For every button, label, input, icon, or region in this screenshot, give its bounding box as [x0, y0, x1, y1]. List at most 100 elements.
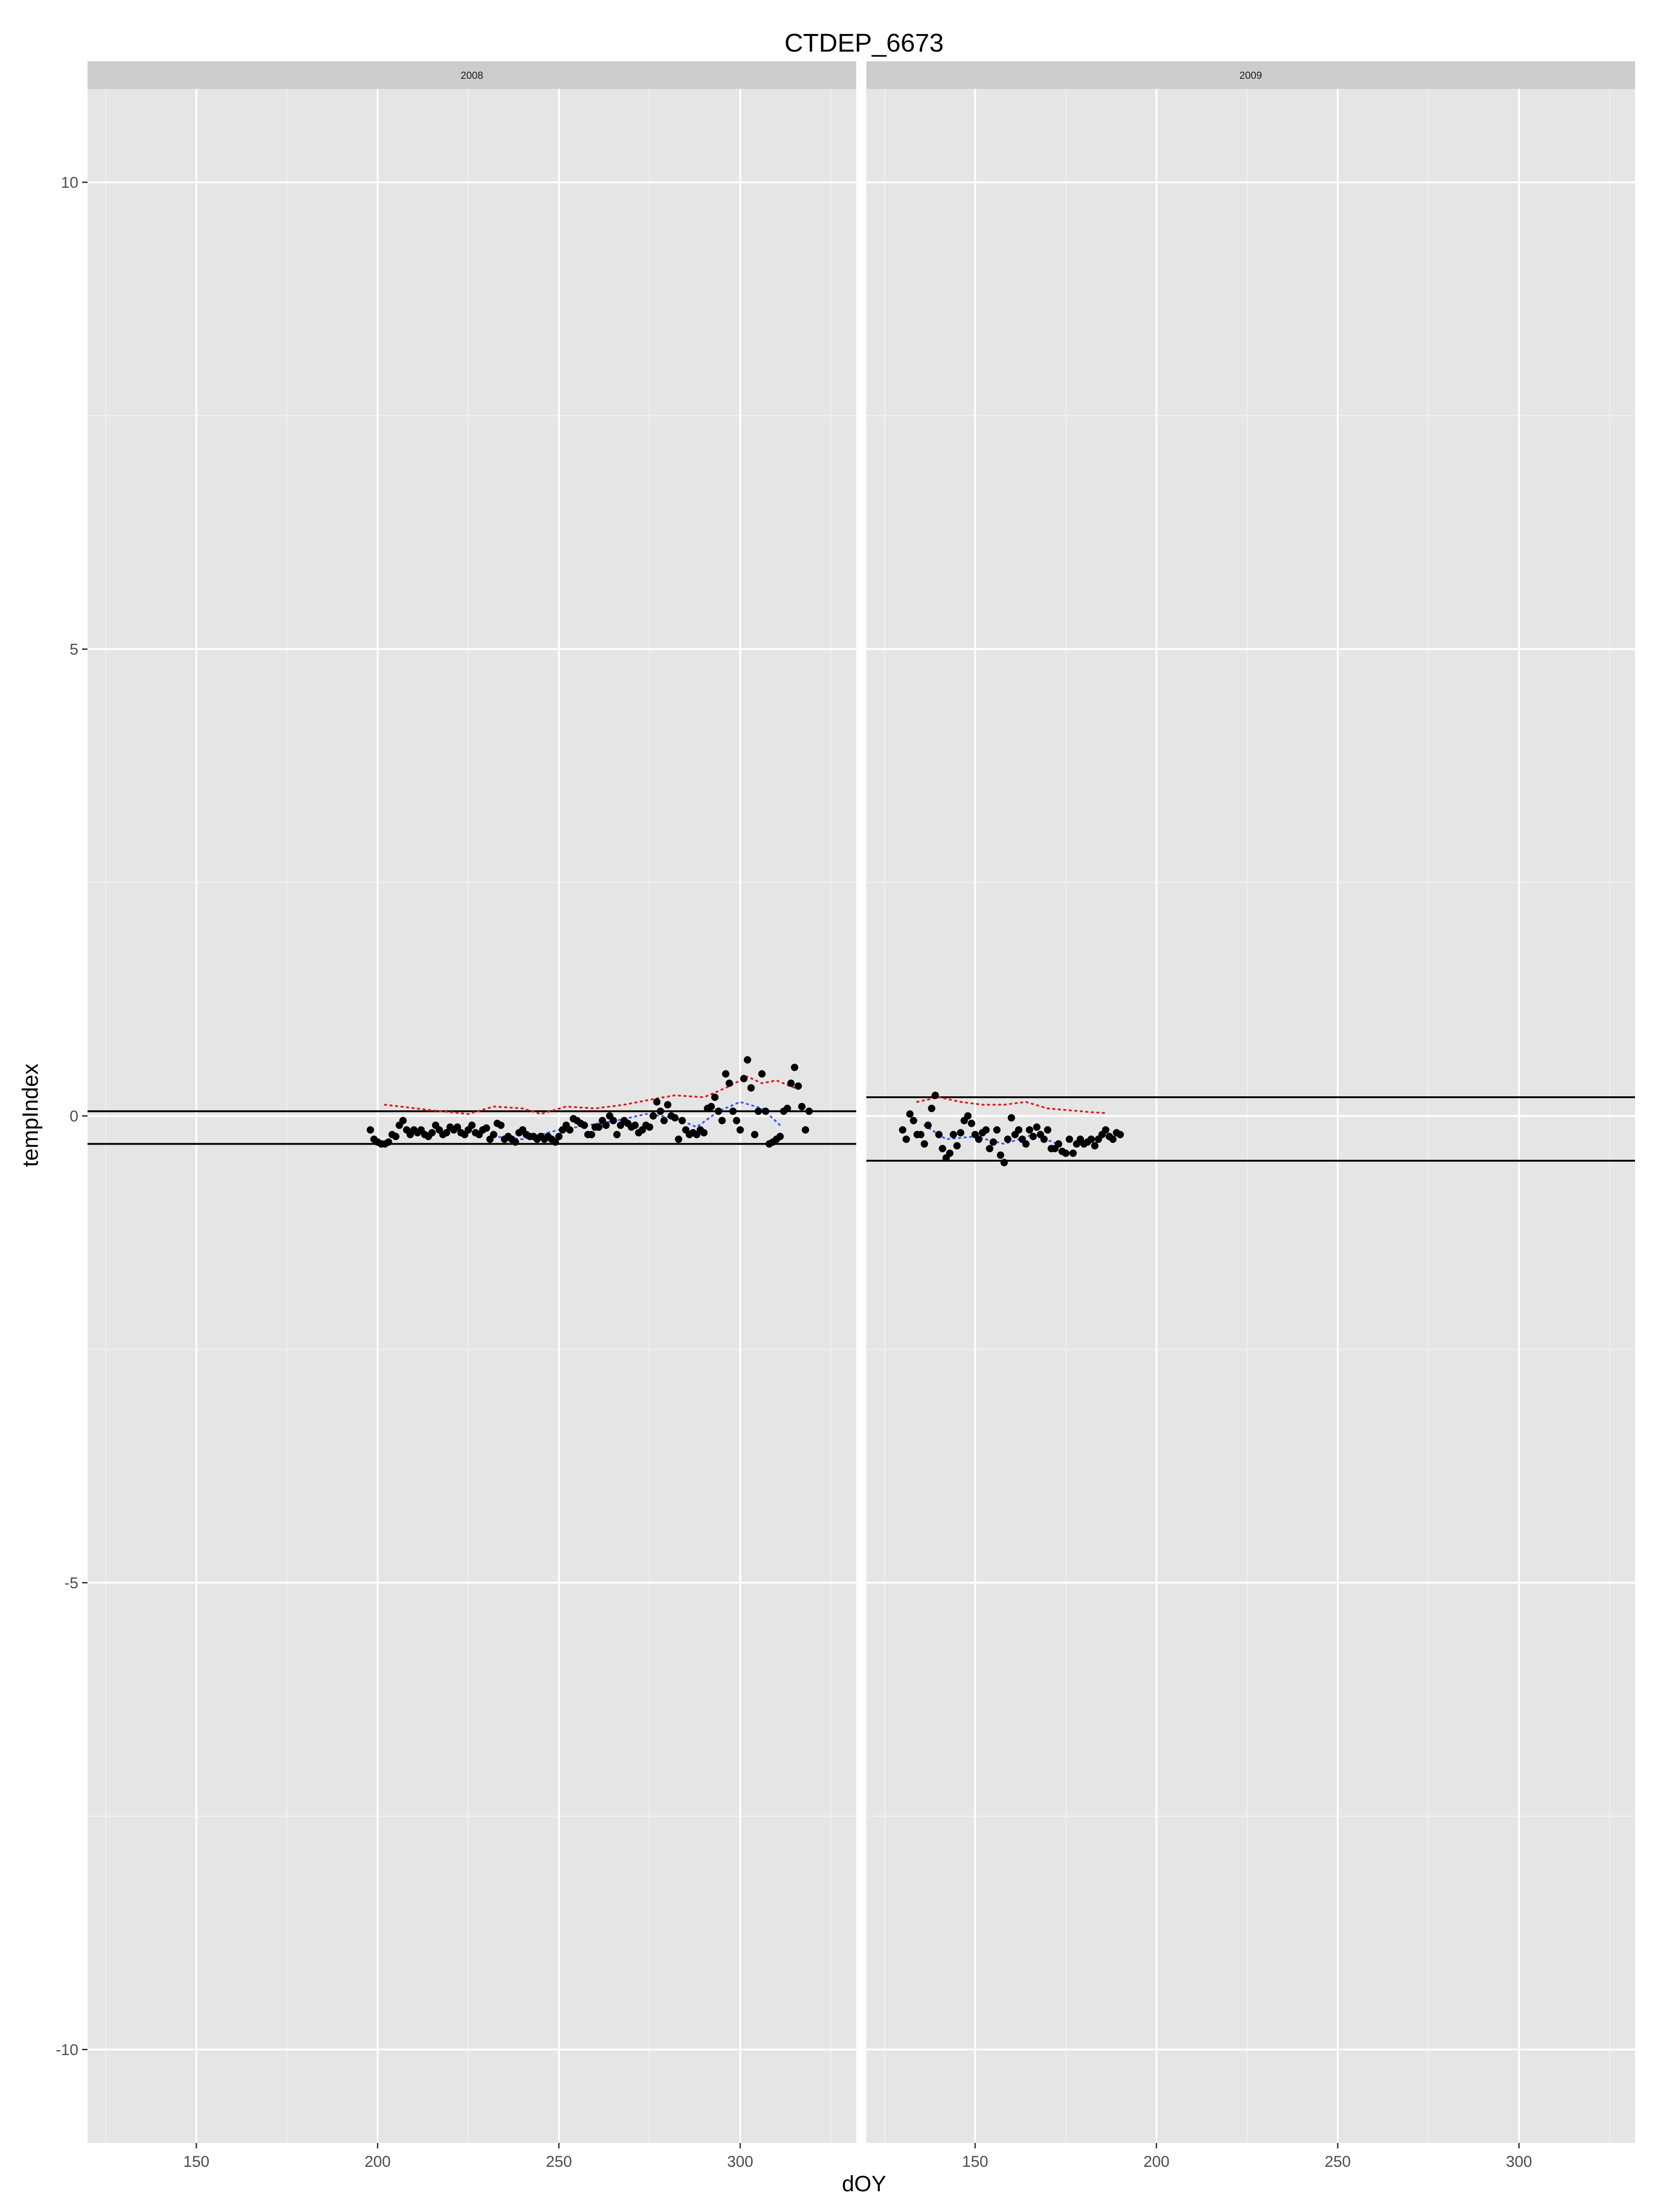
x-tick-label: 150 — [183, 2153, 210, 2171]
data-point — [675, 1135, 682, 1143]
data-point — [910, 1117, 918, 1124]
data-point — [555, 1133, 563, 1141]
data-point — [968, 1119, 976, 1127]
data-point — [580, 1121, 588, 1129]
data-point — [482, 1124, 490, 1132]
data-point — [1033, 1123, 1041, 1131]
data-point — [805, 1107, 813, 1115]
facet-strip-label: 2009 — [1240, 70, 1262, 81]
blue-dotted-line — [493, 1100, 781, 1141]
y-tick-label: 0 — [70, 1108, 78, 1125]
data-point — [1026, 1126, 1034, 1134]
data-point — [776, 1133, 784, 1141]
data-point — [762, 1107, 770, 1115]
data-point — [453, 1123, 461, 1131]
data-point — [1022, 1140, 1030, 1148]
data-point — [986, 1145, 994, 1153]
data-point — [989, 1138, 997, 1146]
data-point — [399, 1117, 407, 1124]
x-axis-title: dOY — [842, 2172, 886, 2196]
data-point — [385, 1138, 392, 1146]
y-axis-title: tempIndex — [18, 1064, 43, 1167]
data-point — [715, 1107, 722, 1115]
x-tick-label: 300 — [1506, 2153, 1532, 2171]
y-tick-label: -10 — [56, 2041, 78, 2059]
data-point — [678, 1117, 686, 1124]
data-point — [660, 1117, 668, 1124]
data-point — [993, 1126, 1001, 1134]
data-point — [957, 1129, 965, 1136]
y-tick-label: -5 — [65, 1574, 78, 1592]
data-point — [595, 1123, 603, 1131]
facet-panel-2009: 2009 150 200 250 300 — [866, 61, 1635, 2171]
data-point — [953, 1142, 961, 1150]
data-point — [899, 1126, 906, 1134]
data-point — [392, 1133, 400, 1141]
facet-strip-label: 2008 — [461, 70, 483, 81]
data-point — [783, 1105, 791, 1112]
facet-panels: 2008 150 200 250 300 2009 150 200 250 300 — [88, 61, 1635, 2171]
data-point — [1102, 1126, 1110, 1134]
data-point — [366, 1126, 374, 1134]
red-dotted-line — [916, 1096, 1107, 1114]
data-point — [1055, 1140, 1062, 1148]
data-point — [758, 1070, 766, 1078]
data-point — [801, 1126, 809, 1134]
data-point — [1116, 1131, 1124, 1138]
data-point — [707, 1103, 715, 1111]
data-point — [428, 1129, 436, 1136]
data-point — [1091, 1142, 1099, 1150]
data-point — [646, 1123, 653, 1131]
data-point — [671, 1114, 679, 1122]
data-point — [468, 1121, 476, 1129]
x-tick-label: 200 — [365, 2153, 391, 2171]
chart-title: CTDEP_6673 — [784, 28, 944, 57]
x-tick-label: 300 — [727, 2153, 753, 2171]
data-point — [740, 1075, 748, 1082]
data-point — [902, 1135, 910, 1143]
data-point — [657, 1107, 665, 1115]
data-point — [725, 1079, 733, 1087]
data-point — [787, 1079, 795, 1087]
data-point — [722, 1070, 729, 1078]
blue-dotted-line — [923, 1124, 1063, 1147]
data-point — [566, 1126, 574, 1134]
data-point — [733, 1117, 741, 1124]
data-point — [928, 1105, 935, 1112]
y-axis: -10 -5 0 5 10 — [56, 174, 88, 2059]
data-point — [711, 1094, 719, 1101]
data-point — [613, 1131, 621, 1138]
data-point — [1069, 1149, 1077, 1157]
data-point — [931, 1091, 939, 1099]
data-point — [939, 1145, 947, 1153]
data-point — [729, 1107, 737, 1115]
data-point — [794, 1082, 802, 1090]
data-point — [935, 1131, 943, 1138]
y-tick-label: 5 — [70, 641, 78, 659]
data-point — [754, 1107, 762, 1115]
data-point — [442, 1129, 450, 1136]
facet-strip — [866, 61, 1635, 89]
data-point — [1062, 1149, 1070, 1157]
data-point — [497, 1121, 505, 1129]
red-dotted-line — [384, 1076, 796, 1115]
data-point — [649, 1112, 657, 1120]
data-point — [664, 1101, 671, 1109]
data-point — [700, 1129, 708, 1136]
data-point — [1040, 1135, 1048, 1143]
data-point — [917, 1131, 924, 1138]
data-point — [997, 1151, 1005, 1159]
data-point — [791, 1064, 799, 1071]
data-point — [751, 1131, 759, 1138]
x-tick-label: 200 — [1143, 2153, 1170, 2171]
data-point — [653, 1098, 661, 1106]
data-point — [1000, 1159, 1008, 1166]
data-point — [906, 1110, 914, 1118]
data-point — [1007, 1114, 1015, 1122]
data-point — [1029, 1133, 1037, 1141]
data-point — [975, 1135, 982, 1143]
data-point — [631, 1121, 639, 1129]
data-point — [609, 1117, 617, 1124]
data-point — [924, 1121, 932, 1129]
